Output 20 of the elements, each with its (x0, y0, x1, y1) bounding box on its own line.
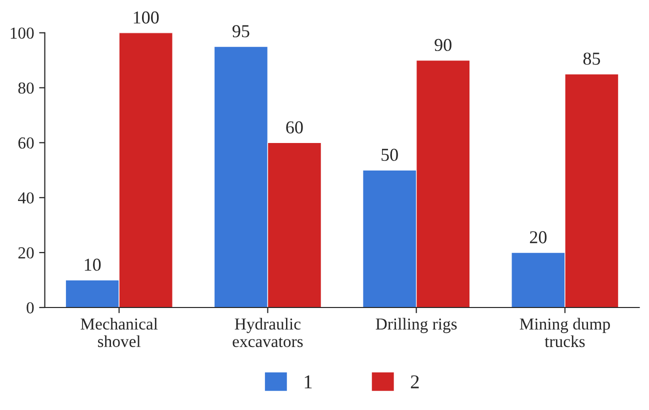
x-tick-label: Hydraulic excavators (232, 318, 303, 348)
y-tick-label: 100 (10, 28, 34, 39)
data-label: 20 (530, 231, 547, 244)
data-label: 10 (84, 258, 101, 271)
y-tick-label: 80 (18, 82, 34, 94)
data-label: 95 (232, 25, 250, 38)
data-label: 85 (583, 52, 600, 65)
data-label: 60 (286, 121, 303, 134)
y-tick-label: 20 (18, 247, 34, 259)
legend-label: 2 (410, 375, 419, 388)
data-label: 100 (134, 11, 159, 24)
y-tick-label: 60 (18, 137, 34, 149)
x-tick-label: Drilling rigs (376, 318, 457, 334)
y-tick-label: 40 (18, 192, 34, 204)
legend-label: 1 (304, 375, 312, 388)
x-tick-label: Mining dump trucks (520, 318, 610, 348)
x-tick-label: Mechanical shovel (80, 318, 158, 348)
data-label: 50 (382, 148, 398, 161)
data-label: 90 (434, 38, 452, 52)
y-tick-label: 0 (26, 302, 34, 314)
